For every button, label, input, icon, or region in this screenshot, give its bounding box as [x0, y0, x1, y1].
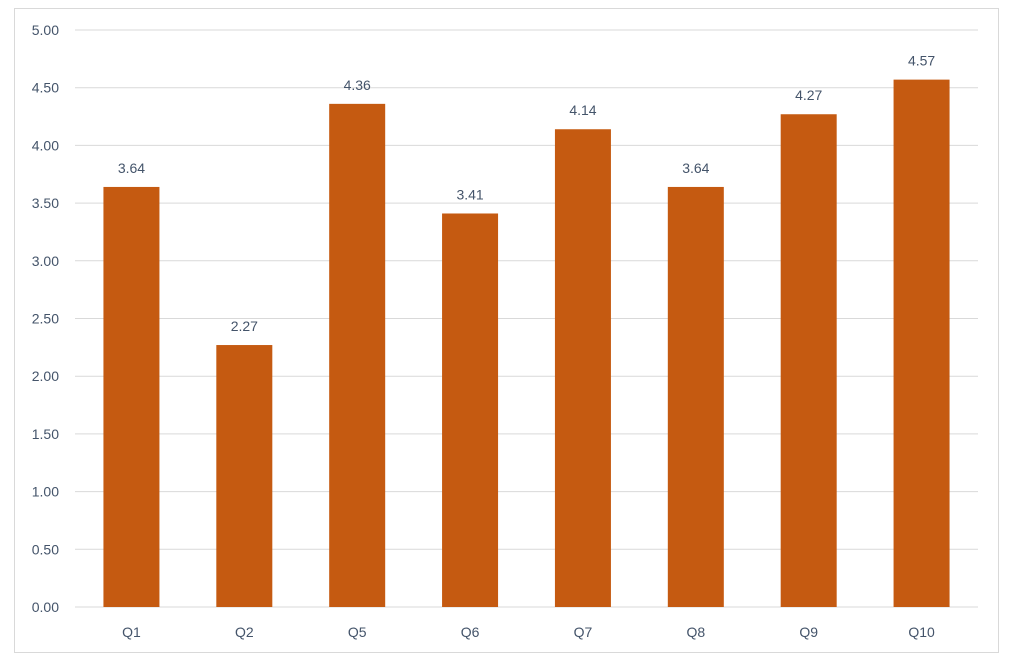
- x-category-label: Q5: [348, 624, 367, 640]
- bar-q10: [893, 79, 950, 607]
- x-category-label: Q7: [574, 624, 593, 640]
- data-label: 3.41: [456, 186, 483, 202]
- y-tick-label: 2.50: [32, 311, 59, 327]
- data-label: 2.27: [231, 318, 258, 334]
- y-tick-label: 3.50: [32, 195, 59, 211]
- y-tick-label: 0.50: [32, 541, 59, 557]
- bar-q5: [329, 103, 386, 607]
- y-tick-label: 1.00: [32, 484, 59, 500]
- y-tick-label: 2.00: [32, 368, 59, 384]
- x-category-label: Q9: [799, 624, 818, 640]
- x-category-label: Q6: [461, 624, 480, 640]
- y-tick-label: 4.50: [32, 80, 59, 96]
- bar-q1: [103, 186, 160, 607]
- x-category-label: Q10: [908, 624, 935, 640]
- y-tick-label: 4.00: [32, 137, 59, 153]
- x-category-label: Q1: [122, 624, 141, 640]
- bar-q2: [216, 345, 273, 607]
- y-tick-label: 5.00: [32, 22, 59, 38]
- y-tick-label: 3.00: [32, 253, 59, 269]
- data-label: 4.57: [908, 53, 935, 69]
- bar-q9: [780, 114, 837, 607]
- data-label: 4.14: [569, 102, 596, 118]
- bar-q7: [554, 129, 611, 607]
- x-category-label: Q2: [235, 624, 254, 640]
- y-tick-label: 0.00: [32, 599, 59, 615]
- bar-q6: [442, 213, 499, 607]
- data-label: 3.64: [118, 160, 145, 176]
- x-category-label: Q8: [686, 624, 705, 640]
- y-tick-label: 1.50: [32, 426, 59, 442]
- data-label: 4.36: [344, 77, 371, 93]
- data-label: 3.64: [682, 160, 709, 176]
- data-label: 4.27: [795, 87, 822, 103]
- bar-q8: [667, 186, 724, 607]
